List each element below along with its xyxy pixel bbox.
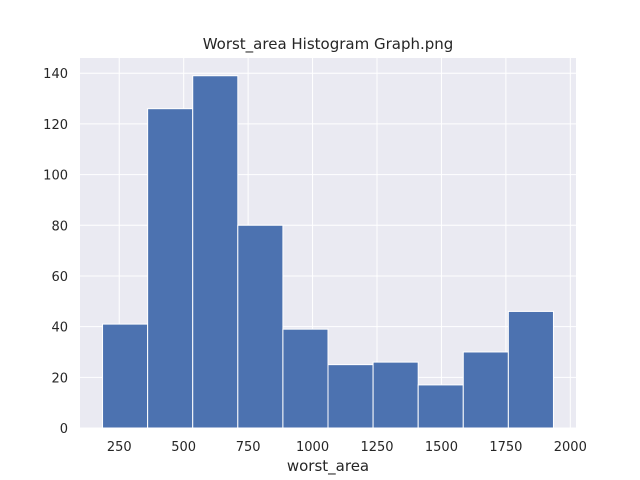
x-axis-label: worst_area — [287, 457, 369, 476]
y-tick-label: 100 — [43, 169, 68, 184]
y-tick-label: 140 — [43, 67, 68, 82]
histogram-bar — [507, 310, 554, 429]
x-tick-labels: 250 500 750 1000 1250 1500 1750 2000 — [107, 440, 587, 455]
y-tick-label: 80 — [51, 219, 68, 234]
y-tick-label: 20 — [51, 371, 68, 386]
x-tick-label: 2000 — [554, 440, 587, 455]
x-tick-label: 1750 — [489, 440, 522, 455]
y-tick-label: 120 — [43, 118, 68, 133]
histogram-bar — [147, 108, 194, 429]
histogram-bar — [237, 224, 284, 429]
chart-title: Worst_area Histogram Graph.png — [203, 35, 454, 54]
histogram-bar — [102, 323, 149, 429]
x-tick-label: 250 — [107, 440, 132, 455]
histogram-bar — [372, 361, 419, 429]
x-tick-label: 500 — [171, 440, 196, 455]
histogram-bar — [327, 364, 374, 429]
x-tick-label: 1500 — [425, 440, 458, 455]
histogram-bar — [462, 351, 509, 429]
y-tick-label: 0 — [60, 422, 68, 437]
histogram-bar — [192, 75, 239, 429]
histogram-bars — [102, 75, 554, 429]
x-tick-label: 750 — [236, 440, 261, 455]
y-tick-labels: 0 20 40 60 80 100 120 140 — [43, 67, 68, 437]
x-tick-label: 1000 — [296, 440, 329, 455]
histogram-bar — [417, 384, 464, 429]
x-tick-label: 1250 — [360, 440, 393, 455]
histogram-bar — [282, 328, 329, 429]
y-tick-label: 60 — [51, 270, 68, 285]
y-tick-label: 40 — [51, 321, 68, 336]
